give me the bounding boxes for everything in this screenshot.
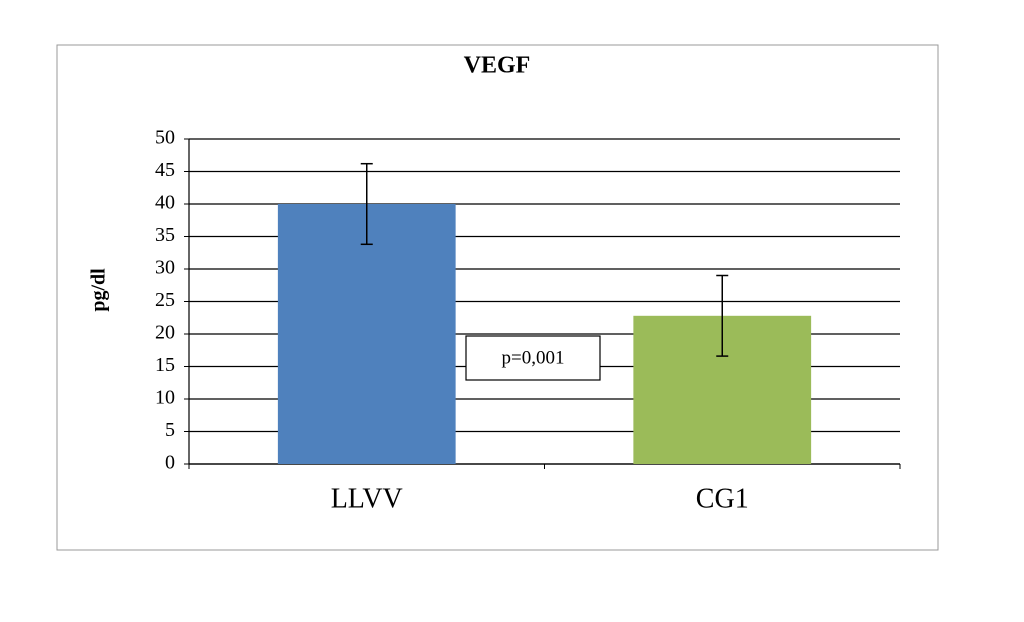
- y-tick-label: 10: [155, 387, 175, 409]
- annotation: p=0,001: [502, 347, 565, 368]
- y-tick-label: 40: [155, 192, 175, 214]
- y-axis-label: pg/dl: [88, 268, 110, 312]
- y-tick-label: 35: [155, 224, 175, 246]
- error-bar: [716, 274, 729, 357]
- chart-frame: [56, 44, 939, 551]
- error-bar: [360, 162, 373, 246]
- y-tick-label: 15: [155, 354, 175, 376]
- x-tick-label: CG1: [696, 483, 749, 514]
- x-tick-label: LLVV: [331, 483, 403, 514]
- annotation-box: [465, 335, 601, 381]
- y-tick-label: 5: [165, 419, 175, 441]
- chart-title: VEGF: [464, 53, 531, 79]
- y-tick-label: 45: [155, 159, 175, 181]
- bar: [277, 204, 456, 464]
- y-tick-label: 0: [165, 452, 175, 474]
- y-tick-label: 20: [155, 322, 175, 344]
- y-tick-label: 25: [155, 289, 175, 311]
- y-tick-label: 30: [155, 257, 175, 279]
- y-tick-label: 50: [155, 127, 175, 149]
